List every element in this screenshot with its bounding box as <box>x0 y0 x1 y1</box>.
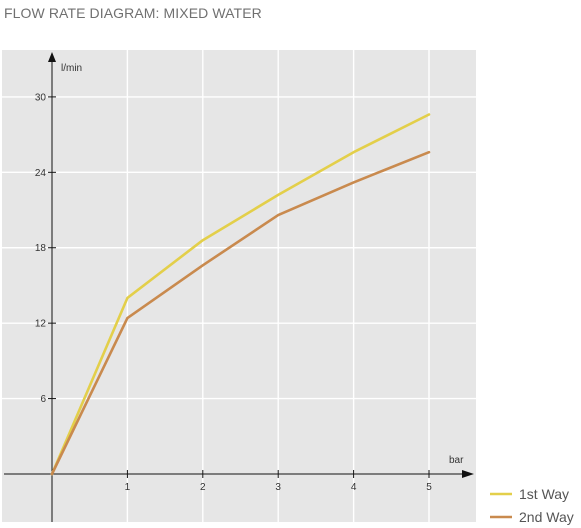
series-line-1 <box>50 113 431 476</box>
series-lines <box>50 113 431 476</box>
y-axis-label: l/min <box>61 63 82 74</box>
y-tick-label-18: 18 <box>35 243 47 254</box>
x-tick-label-4: 4 <box>351 482 357 493</box>
x-tick-label-1: 1 <box>125 482 131 493</box>
x-tick-label-5: 5 <box>426 482 432 493</box>
series-line-2 <box>50 150 431 476</box>
x-axis-label: bar <box>449 455 464 466</box>
x-axis-arrow <box>462 470 474 478</box>
legend-label-2: 2nd Way <box>519 509 574 525</box>
y-tick-label-30: 30 <box>35 92 47 103</box>
legend-label-1: 1st Way <box>519 486 569 502</box>
y-tick-label-6: 6 <box>40 394 46 405</box>
axes <box>4 52 474 522</box>
page-title: FLOW RATE DIAGRAM: MIXED WATER <box>4 5 262 21</box>
grid-lines <box>2 50 476 522</box>
plot-background <box>2 50 476 522</box>
y-tick-label-12: 12 <box>35 319 47 330</box>
x-tick-label-2: 2 <box>200 482 206 493</box>
x-tick-label-3: 3 <box>275 482 281 493</box>
y-tick-label-24: 24 <box>35 168 47 179</box>
legend: 1st Way 2nd Way <box>490 486 574 525</box>
y-axis-arrow <box>48 52 56 62</box>
